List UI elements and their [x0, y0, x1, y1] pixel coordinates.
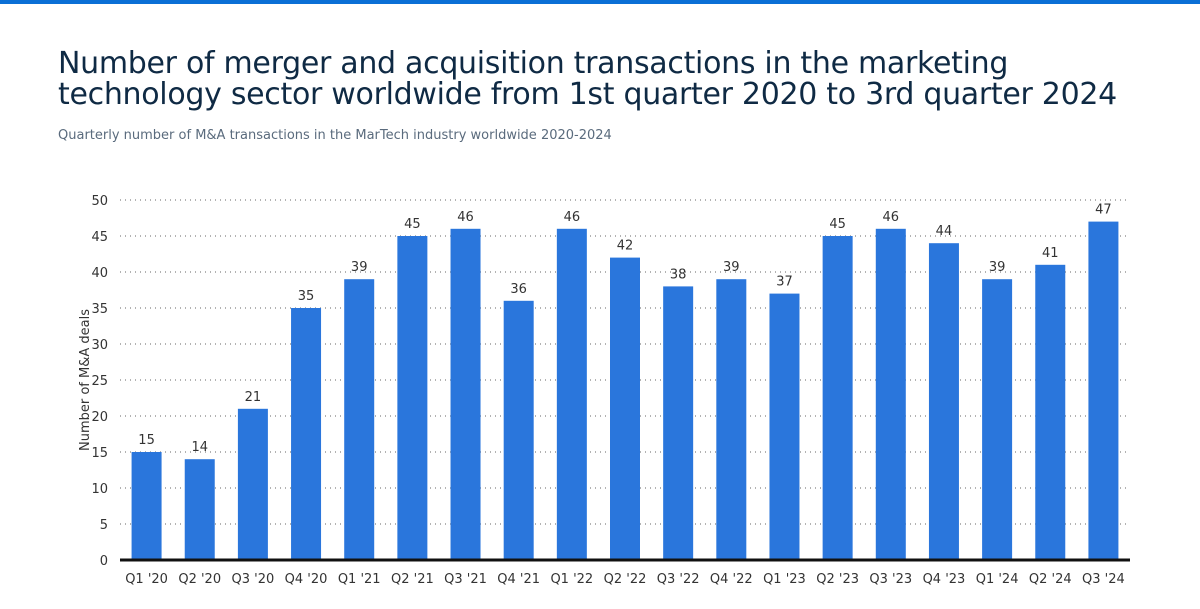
- x-tick-label: Q1 '21: [338, 572, 381, 587]
- x-tick-label: Q3 '22: [657, 572, 700, 587]
- bar: [610, 257, 640, 560]
- y-tick-label: 50: [91, 194, 108, 209]
- y-axis-label: Number of M&A deals: [78, 309, 93, 451]
- y-tick-label: 30: [91, 338, 108, 353]
- bar: [291, 308, 322, 560]
- bar: [769, 293, 800, 560]
- bar: [556, 228, 587, 561]
- bar: [237, 408, 268, 560]
- x-tick-label: Q2 '21: [391, 572, 434, 587]
- y-tick-label: 20: [91, 410, 108, 425]
- data-label: 46: [564, 210, 581, 225]
- data-label: 35: [298, 289, 315, 304]
- x-tick-label: Q1 '23: [763, 572, 806, 587]
- bar: [344, 279, 375, 560]
- y-tick-label: 45: [91, 230, 108, 245]
- x-tick-label: Q4 '23: [923, 572, 966, 587]
- x-tick-label: Q2 '20: [178, 572, 221, 587]
- bar: [663, 286, 694, 560]
- data-label: 38: [670, 267, 687, 282]
- data-label: 36: [510, 282, 527, 297]
- x-tick-label: Q4 '20: [285, 572, 328, 587]
- data-label: 47: [1095, 203, 1112, 218]
- x-tick-label: Q2 '24: [1029, 572, 1072, 587]
- bar: [450, 228, 481, 561]
- data-label: 45: [404, 217, 421, 232]
- data-label: 39: [351, 260, 368, 275]
- bar: [1088, 221, 1119, 560]
- x-tick-label: Q1 '20: [125, 572, 168, 587]
- y-tick-label: 0: [100, 554, 108, 569]
- bar: [397, 236, 428, 560]
- data-label: 15: [138, 433, 155, 448]
- bar: [131, 452, 162, 560]
- x-tick-label: Q2 '22: [604, 572, 647, 587]
- y-tick-label: 15: [91, 446, 108, 461]
- y-tick-label: 35: [91, 302, 108, 317]
- x-tick-label: Q3 '23: [869, 572, 912, 587]
- bar: [1035, 264, 1066, 560]
- data-label: 37: [776, 275, 793, 290]
- data-label: 46: [457, 210, 474, 225]
- bar: [716, 279, 747, 560]
- top-accent-bar: [0, 0, 1200, 4]
- bar: [184, 459, 215, 560]
- chart-title: Number of merger and acquisition transac…: [58, 46, 1117, 112]
- data-label: 45: [829, 217, 846, 232]
- x-tick-label: Q4 '22: [710, 572, 753, 587]
- bar: [928, 243, 959, 560]
- y-tick-label: 10: [91, 482, 108, 497]
- chart-subtitle: Quarterly number of M&A transactions in …: [58, 128, 612, 143]
- y-tick-label: 5: [100, 518, 108, 533]
- x-tick-label: Q1 '24: [976, 572, 1019, 587]
- bar: [822, 236, 853, 560]
- data-label: 39: [989, 260, 1006, 275]
- bar: [503, 300, 534, 560]
- x-tick-label: Q2 '23: [816, 572, 859, 587]
- x-tick-label: Q3 '21: [444, 572, 487, 587]
- data-label: 41: [1042, 246, 1059, 261]
- data-label: 21: [245, 390, 262, 405]
- data-label: 44: [936, 224, 953, 239]
- data-label: 39: [723, 260, 740, 275]
- x-tick-label: Q3 '24: [1082, 572, 1125, 587]
- data-label: 46: [883, 210, 900, 225]
- x-tick-label: Q3 '20: [232, 572, 275, 587]
- bar: [875, 228, 906, 561]
- y-tick-label: 40: [91, 266, 108, 281]
- data-label: 14: [191, 440, 208, 455]
- bar: [982, 279, 1013, 560]
- data-label: 42: [617, 239, 634, 254]
- x-tick-label: Q4 '21: [497, 572, 540, 587]
- x-tick-label: Q1 '22: [550, 572, 593, 587]
- y-tick-label: 25: [91, 374, 108, 389]
